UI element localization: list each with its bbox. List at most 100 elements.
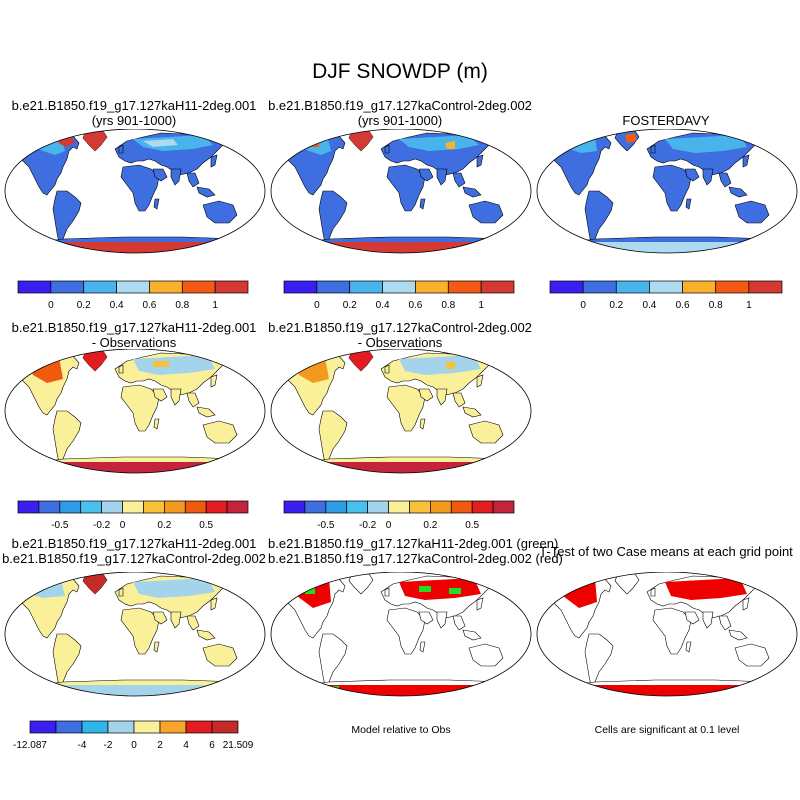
colorbar-5-swatch <box>430 500 452 514</box>
colorbar-3-tick-label: 0.6 <box>676 300 690 311</box>
map-9 <box>536 571 798 697</box>
colorbar-5-tick-label: -0.5 <box>317 520 335 531</box>
colorbar-7-tick-label: 0 <box>131 740 137 751</box>
colorbar-4-swatch <box>226 500 249 514</box>
colorbar-3-swatch <box>549 280 584 294</box>
colorbar-2-swatch <box>415 280 449 294</box>
panel-7-title-line1: b.e21.B1850.f19_g17.127kaH11-2deg.001 <box>11 536 257 551</box>
colorbar-5-swatch <box>304 500 327 514</box>
panel-2-title-line2: (yrs 901-1000) <box>357 113 443 128</box>
colorbar-1-swatch <box>83 280 117 294</box>
panel-4-title-line2: - Observations <box>91 335 177 350</box>
panel-8-title-line2: b.e21.B1850.f19_g17.127kaControl-2deg.00… <box>268 551 563 566</box>
colorbar-2-swatch <box>349 280 383 294</box>
panel-3-title-line1: FOSTERDAVY <box>622 113 710 128</box>
colorbar-7-tick-label: 21.509 <box>223 740 254 751</box>
panel-9-title-line1: T-Test of two Case means at each grid po… <box>539 544 793 559</box>
colorbar-2-swatch <box>447 280 482 294</box>
colorbar-5-swatch <box>388 500 410 514</box>
colorbar-3-tick-label: 0.8 <box>709 300 723 311</box>
panel-4-title-line1: b.e21.B1850.f19_g17.127kaH11-2deg.001 <box>11 320 257 335</box>
colorbar-4-tick-label: -0.2 <box>93 520 111 531</box>
colorbar-7-swatch <box>81 720 109 734</box>
map-5 <box>270 348 532 474</box>
panel-2-title: b.e21.B1850.f19_g17.127kaControl-2deg.00… <box>268 98 532 128</box>
panel-1-title: b.e21.B1850.f19_g17.127kaH11-2deg.001 (y… <box>2 98 266 128</box>
panel-8-caption: Model relative to Obs <box>351 724 451 736</box>
colorbar-2-swatch <box>316 280 351 294</box>
colorbar-row-2: -0.5 -0.2 0 0.2 0.5 -0.5 -0.2 0 0.2 0.5 <box>17 500 515 531</box>
panel-9-title: T-Test of two Case means at each grid po… <box>534 544 798 559</box>
panel-4-title: b.e21.B1850.f19_g17.127kaH11-2deg.001 - … <box>2 320 266 350</box>
colorbar-4-tick-label: 0.5 <box>199 520 213 531</box>
colorbar-4-tick-label: 0.2 <box>157 520 171 531</box>
colorbar-2-tick-label: 0.8 <box>441 300 455 311</box>
map-panel-2 <box>269 128 533 260</box>
map-panel-4 <box>3 348 267 480</box>
map-panel-7 <box>3 571 267 703</box>
colorbar-3-tick-label: 0 <box>580 300 586 311</box>
colorbar-7-swatch <box>185 720 213 734</box>
colorbar-row-3: -12.087 -4 -2 0 2 4 6 21.509 <box>13 720 254 751</box>
panel-8-title-line1: b.e21.B1850.f19_g17.127kaH11-2deg.001 (g… <box>268 536 559 551</box>
colorbar-7-tick-label: 2 <box>157 740 163 751</box>
map-panel-9 <box>535 571 799 703</box>
panel-5-title: b.e21.B1850.f19_g17.127kaControl-2deg.00… <box>268 320 532 350</box>
colorbar-4-swatch <box>143 500 165 514</box>
colorbar-4-swatch <box>38 500 61 514</box>
colorbar-5-swatch <box>492 500 515 514</box>
colorbar-5-swatch <box>367 500 389 514</box>
colorbar-3-swatch <box>582 280 617 294</box>
colorbar-4-swatch <box>205 500 228 514</box>
colorbar-5: -0.5 -0.2 0 0.2 0.5 <box>283 500 515 531</box>
colorbar-5-swatch <box>346 500 368 514</box>
colorbar-3-swatch <box>748 280 783 294</box>
colorbar-7-swatch <box>133 720 161 734</box>
colorbar-2-swatch <box>480 280 515 294</box>
colorbar-5-swatch <box>283 500 306 514</box>
colorbar-2: 0 0.2 0.4 0.6 0.8 1 <box>283 280 515 311</box>
panel-1-title-line2: (yrs 901-1000) <box>91 113 177 128</box>
colorbar-3-swatch <box>649 280 683 294</box>
panel-5-title-line1: b.e21.B1850.f19_g17.127kaControl-2deg.00… <box>268 320 532 335</box>
colorbar-4-swatch <box>101 500 123 514</box>
colorbar-1-swatch <box>50 280 85 294</box>
colorbar-4-swatch <box>17 500 40 514</box>
colorbar-1-tick-label: 0 <box>48 300 54 311</box>
colorbar-5-swatch <box>471 500 494 514</box>
panel-7-title-line2: b.e21.B1850.f19_g17.127kaControl-2deg.00… <box>2 551 266 566</box>
colorbar-1-swatch <box>214 280 249 294</box>
colorbar-1-tick-label: 0.8 <box>175 300 189 311</box>
colorbar-3-swatch <box>715 280 750 294</box>
colorbar-3-swatch <box>615 280 650 294</box>
colorbar-1-swatch <box>181 280 216 294</box>
map-7 <box>4 571 266 697</box>
colorbar-2-tick-label: 0.4 <box>376 300 390 311</box>
figure-title: DJF SNOWDP (m) <box>312 60 488 83</box>
map-panel-1 <box>3 128 267 260</box>
colorbar-5-tick-label: 0.2 <box>423 520 437 531</box>
colorbar-3: 0 0.2 0.4 0.6 0.8 1 <box>549 280 783 311</box>
map-panel-3 <box>535 128 799 260</box>
colorbar-5-tick-label: 0.5 <box>465 520 479 531</box>
colorbar-7-swatch <box>107 720 135 734</box>
colorbar-4-swatch <box>122 500 144 514</box>
colorbar-7-tick-label: 6 <box>209 740 215 751</box>
colorbar-1-tick-label: 1 <box>212 300 218 311</box>
colorbar-3-swatch <box>682 280 717 294</box>
colorbar-2-tick-label: 0 <box>314 300 320 311</box>
colorbar-2-swatch <box>382 280 416 294</box>
colorbar-4-swatch <box>184 500 207 514</box>
colorbar-7-swatch <box>159 720 187 734</box>
colorbar-7: -12.087 -4 -2 0 2 4 6 21.509 <box>13 720 254 751</box>
colorbar-2-tick-label: 0.2 <box>343 300 357 311</box>
colorbar-7-swatch <box>29 720 57 734</box>
colorbar-4-swatch <box>59 500 82 514</box>
colorbar-3-tick-label: 1 <box>746 300 752 311</box>
colorbar-7-swatch <box>211 720 239 734</box>
panel-5-title-line2: - Observations <box>357 335 443 350</box>
colorbar-row-1: 0 0.2 0.4 0.6 0.8 1 0 0.2 0.4 0.6 0.8 1 0 0.2 0.4 0.6… <box>17 280 783 311</box>
colorbar-3-tick-label: 0.4 <box>642 300 656 311</box>
colorbar-4: -0.5 -0.2 0 0.2 0.5 <box>17 500 249 531</box>
colorbar-7-tick-label: 4 <box>183 740 189 751</box>
